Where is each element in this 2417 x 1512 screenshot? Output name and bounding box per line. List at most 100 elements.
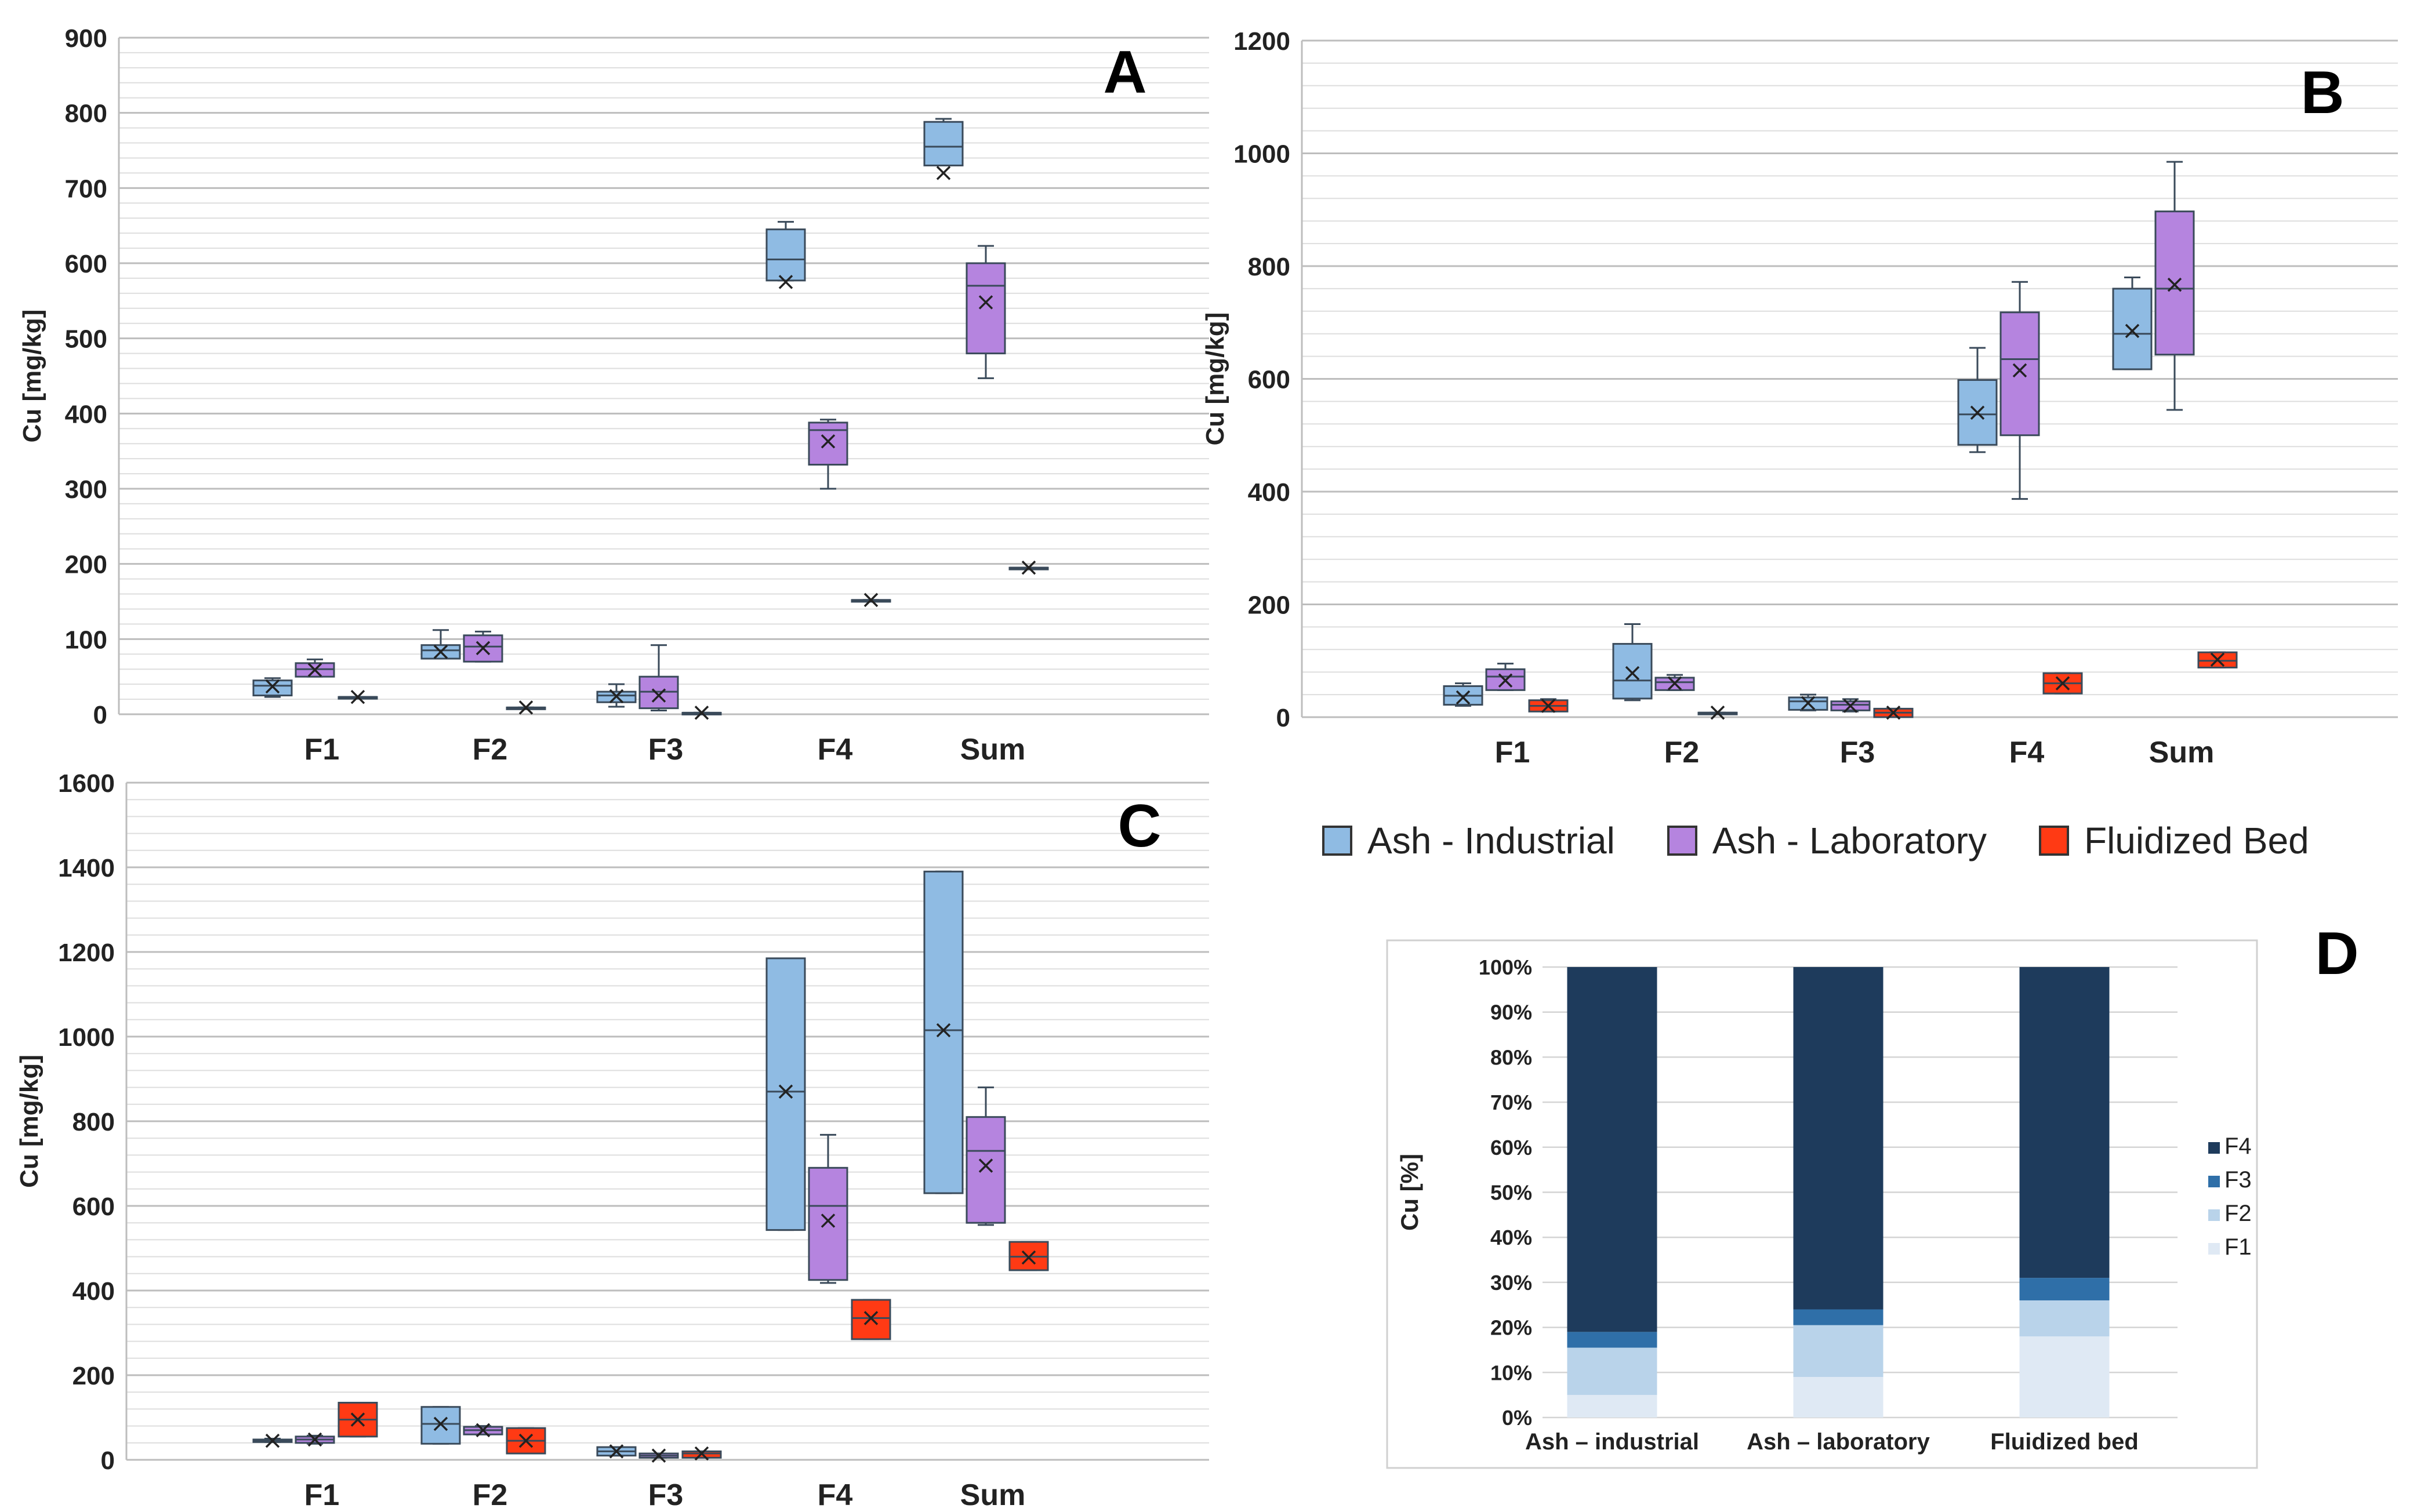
mean-marker	[2055, 676, 2070, 690]
y-tick-label: 100	[65, 626, 107, 654]
y-tick-label: 1200	[1233, 27, 1290, 56]
box-ash-industrial-sum	[923, 118, 964, 180]
legend-swatch-f1	[2208, 1243, 2220, 1255]
mean-marker	[1456, 690, 1471, 705]
box-ash-laboratory-f1	[295, 1432, 335, 1447]
panel-label: A	[1103, 39, 1146, 106]
box-fluidized-bed-f1	[337, 1401, 378, 1438]
bar-segment-f1-fluidized-bed	[2019, 1336, 2110, 1418]
legend-swatch-fluidized-bed	[2038, 826, 2069, 856]
bar-segment-f4-ash-industrial	[1567, 967, 1657, 1332]
y-tick-label: 200	[1248, 591, 1290, 620]
box-ash-laboratory-sum	[966, 1086, 1006, 1226]
series-ash-industrial	[252, 118, 964, 708]
y-tick-label: 400	[72, 1277, 115, 1306]
box-fluidized-bed-f4	[851, 1299, 891, 1340]
legend-swatch-f3	[2208, 1176, 2220, 1187]
mean-marker	[2167, 277, 2182, 292]
mean-marker	[821, 1213, 836, 1228]
box-iqr	[1999, 311, 2040, 437]
mean-marker	[863, 1311, 879, 1325]
y-tick-label: 500	[65, 325, 107, 354]
panel-a: 0 100 200 300 400 500 600 700 800 900 F1 F2 F3 F4 Sum C…	[18, 24, 1209, 766]
bar-segment-f2-ash-industrial	[1567, 1347, 1657, 1395]
x-tick-label-f3: F3	[648, 1478, 684, 1512]
mean-marker	[350, 689, 365, 704]
mean-marker	[518, 700, 534, 715]
box-ash-industrial-f4	[765, 221, 806, 289]
box-iqr	[420, 1406, 461, 1445]
legend-label-ash-industrial: Ash - Industrial	[1367, 820, 1615, 862]
y-tick-label: 600	[65, 250, 107, 278]
x-tick-label-f1: F1	[304, 1478, 340, 1512]
y-tick-label: 1000	[58, 1023, 115, 1052]
y-tick-label: 30%	[1490, 1271, 1532, 1295]
series-ash-laboratory	[295, 245, 1006, 712]
mean-marker	[1021, 560, 1036, 575]
mean-marker	[307, 1432, 322, 1447]
y-tick-label: 0	[101, 1446, 115, 1475]
legend-label-f1: F1	[2224, 1234, 2252, 1260]
x-tick-label-f3: F3	[648, 733, 684, 766]
y-tick-label: 100%	[1479, 955, 1532, 979]
mean-marker	[265, 1433, 280, 1448]
panel-label: C	[1117, 793, 1161, 860]
legend-label-f2: F2	[2224, 1201, 2252, 1226]
box-ash-industrial-f3	[1788, 693, 1828, 711]
y-tick-label: 900	[65, 24, 107, 53]
x-tick-label-ash-industrial: Ash – industrial	[1525, 1429, 1699, 1455]
mean-marker	[651, 688, 666, 703]
x-tick-label-f1: F1	[1495, 736, 1530, 769]
mean-marker	[2125, 324, 2140, 339]
box-ash-laboratory-f4	[808, 1133, 848, 1284]
panel-label: D	[2315, 920, 2358, 987]
series-fluidized-bed	[1528, 651, 2238, 720]
legend-item-ash-industrial: Ash - Industrial	[1322, 819, 1615, 862]
series-fluidized-bed	[337, 560, 1049, 720]
panel-b: 0 200 400 600 800 1000 1200 F1 F2 F3 F4 Sum Cu [mg/k…	[1201, 27, 2398, 769]
box-ash-laboratory-f1	[295, 658, 335, 678]
y-tick-label: 60%	[1490, 1136, 1532, 1160]
mean-marker	[476, 1423, 491, 1438]
mean-marker	[1498, 673, 1513, 688]
box-ash-laboratory-f3	[638, 644, 679, 712]
bar-segment-f1-ash-industrial	[1567, 1395, 1657, 1418]
y-tick-label: 70%	[1490, 1091, 1532, 1114]
mean-marker	[2210, 652, 2225, 667]
y-tick-label: 90%	[1490, 1001, 1532, 1024]
box-fluidized-bed-f1	[337, 689, 378, 704]
mean-marker	[978, 1158, 993, 1173]
y-tick-label: 400	[1248, 478, 1290, 507]
panel-d: 0% 10% 20% 30% 40% 50% 60% 70% 80% 90% 100% Cu [%] D…	[1386, 920, 2359, 1469]
mean-marker	[265, 679, 280, 694]
y-tick-label: 800	[72, 1108, 115, 1136]
box-iqr	[808, 421, 848, 466]
y-tick-label: 200	[72, 1362, 115, 1390]
y-tick-label: 80%	[1490, 1045, 1532, 1069]
mean-marker	[609, 1444, 624, 1459]
box-fluidized-bed-f4	[851, 593, 891, 608]
x-tick-label-f2: F2	[1664, 736, 1700, 769]
bar-segment-f4-fluidized-bed	[2019, 967, 2110, 1278]
box-ash-industrial-f2	[1612, 623, 1653, 702]
y-tick-label: 0%	[1502, 1406, 1532, 1430]
series-legend: Ash - Industrial Ash - Laboratory Fluidi…	[1322, 812, 2412, 870]
box-ash-industrial-sum	[923, 870, 964, 1194]
y-axis-label: Cu [mg/kg]	[1201, 312, 1229, 446]
box-iqr	[966, 1116, 1006, 1224]
mean-marker	[978, 295, 993, 310]
bar-segment-f4-ash-laboratory	[1793, 967, 1883, 1310]
box-iqr	[923, 870, 964, 1194]
box-ash-laboratory-sum	[966, 245, 1006, 379]
series-ash-industrial	[252, 870, 964, 1459]
y-axis-label: Cu [%]	[1396, 1154, 1423, 1231]
box-fluidized-bed-f3	[681, 1446, 722, 1461]
mean-marker	[778, 275, 793, 289]
box-fluidized-bed-f2	[506, 1427, 546, 1455]
box-ash-laboratory-f3	[638, 1448, 679, 1463]
box-ash-industrial-f2	[420, 629, 461, 660]
mean-marker	[1843, 699, 1858, 713]
mean-marker	[476, 641, 491, 656]
y-axis-label: Cu [mg/kg]	[18, 310, 46, 443]
